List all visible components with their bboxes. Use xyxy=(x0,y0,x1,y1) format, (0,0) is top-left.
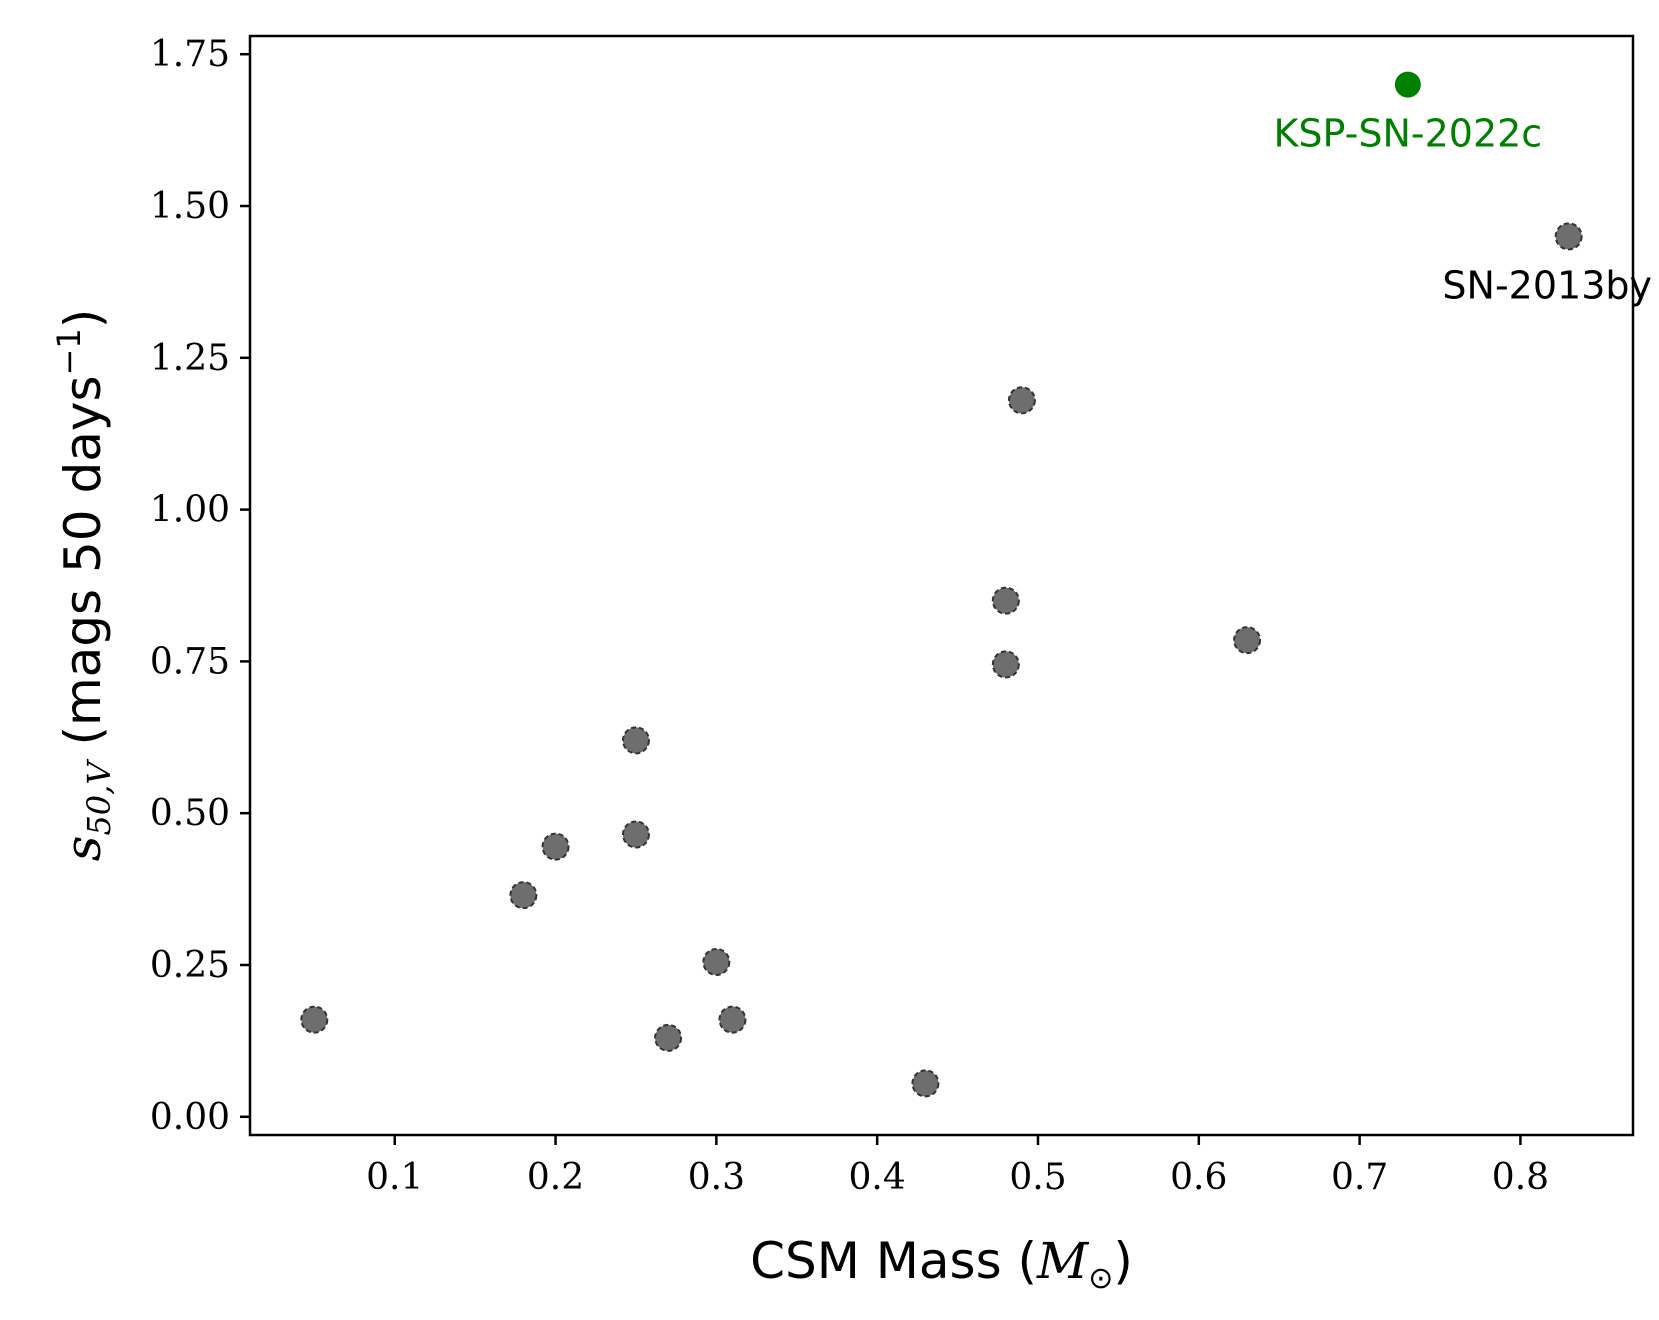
x-tick-label: 0.6 xyxy=(1170,1157,1227,1198)
y-axis-label-math: s xyxy=(54,836,112,862)
data-point xyxy=(911,1069,940,1098)
annotations: KSP-SN-2022c SN-2013by xyxy=(1274,112,1652,308)
x-tick-label: 0.1 xyxy=(366,1157,423,1198)
data-point xyxy=(991,586,1020,615)
data-point xyxy=(1007,386,1036,415)
x-tick-label: 0.4 xyxy=(849,1157,906,1198)
data-points xyxy=(300,71,1583,1098)
y-tick-label: 0.25 xyxy=(150,945,230,986)
y-axis-label: s50,V (mags 50 days−1) xyxy=(50,309,118,861)
y-tick-label: 1.75 xyxy=(150,34,230,75)
point-annotation: KSP-SN-2022c xyxy=(1274,112,1543,156)
y-tick-label: 1.25 xyxy=(150,338,230,379)
y-tick-label: 0.50 xyxy=(150,793,230,834)
data-point xyxy=(621,726,650,755)
y-ticks: 0.00 0.25 0.50 0.75 1.00 1.25 1.50 1.75 xyxy=(150,34,250,1138)
data-point xyxy=(654,1023,683,1052)
y-axis-label-rest: (mags 50 days xyxy=(54,375,112,745)
data-point xyxy=(509,881,538,910)
y-tick-label: 1.50 xyxy=(150,186,230,227)
data-point xyxy=(702,947,731,976)
plot-frame xyxy=(248,34,1635,1137)
y-tick-label: 0.75 xyxy=(150,641,230,682)
x-axis-label: CSM Mass (M⊙) xyxy=(750,1232,1133,1296)
y-axis-label-sub: 50,V xyxy=(80,759,118,836)
x-axis-label-math: M xyxy=(1036,1232,1090,1290)
data-point xyxy=(1233,626,1262,655)
y-axis-label-close: ) xyxy=(54,309,112,329)
point-annotation: SN-2013by xyxy=(1442,263,1652,307)
y-tick-label: 0.00 xyxy=(150,1097,230,1138)
data-point xyxy=(300,1005,329,1034)
x-axis-label-prefix: CSM Mass ( xyxy=(750,1232,1037,1290)
x-ticks: 0.1 0.2 0.3 0.4 0.5 0.6 0.7 0.8 xyxy=(366,1135,1549,1198)
data-point xyxy=(621,820,650,849)
data-point xyxy=(718,1005,747,1034)
x-axis-label-suffix: ) xyxy=(1113,1232,1133,1290)
data-point xyxy=(991,650,1020,679)
data-point xyxy=(1394,71,1421,98)
y-axis-label-sup: −1 xyxy=(50,328,88,375)
x-tick-label: 0.5 xyxy=(1009,1157,1066,1198)
x-tick-label: 0.2 xyxy=(527,1157,584,1198)
x-tick-label: 0.7 xyxy=(1331,1157,1388,1198)
x-tick-label: 0.8 xyxy=(1492,1157,1549,1198)
x-tick-label: 0.3 xyxy=(688,1157,745,1198)
y-tick-label: 1.00 xyxy=(150,490,230,531)
x-axis-label-sub: ⊙ xyxy=(1088,1261,1113,1296)
data-point xyxy=(541,832,570,861)
data-point xyxy=(1554,222,1583,251)
